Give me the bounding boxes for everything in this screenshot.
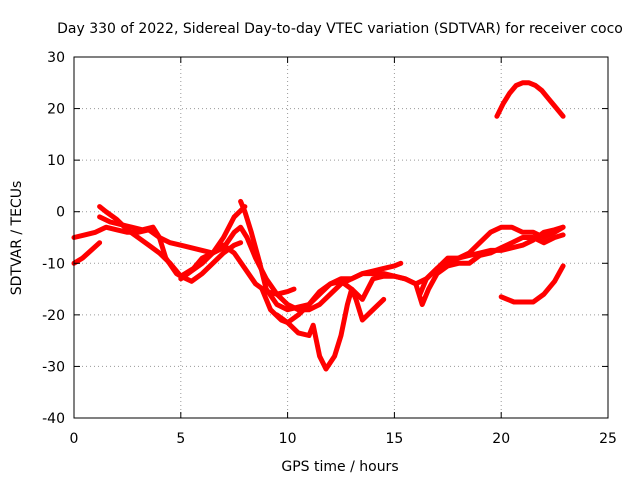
x-tick-label: 0 — [70, 431, 79, 447]
x-tick-label: 20 — [492, 431, 510, 447]
y-tick-label: 20 — [47, 102, 65, 118]
y-tick-label: -20 — [42, 308, 65, 324]
x-tick-label: 25 — [599, 431, 617, 447]
x-tick-label: 15 — [385, 431, 403, 447]
y-tick-label: 0 — [56, 205, 65, 221]
axis-ticks: 0 5 10 15 20 25 -40 -30 -20 -10 0 10 20 30 — [42, 50, 617, 447]
series-arc-11 — [498, 263, 566, 305]
series-group — [71, 80, 566, 372]
series-arc-8 — [274, 232, 566, 326]
y-tick-label: 30 — [47, 50, 65, 66]
y-tick-label: -10 — [42, 256, 65, 272]
x-axis-label: GPS time / hours — [281, 459, 398, 475]
y-tick-label: 10 — [47, 153, 65, 169]
series-arc-10 — [494, 80, 566, 119]
plot-border — [73, 56, 609, 419]
series-arc-2 — [71, 240, 103, 266]
x-tick-label: 10 — [279, 431, 297, 447]
y-tick-label: -30 — [42, 359, 65, 375]
grid — [74, 57, 608, 418]
y-tick-label: -40 — [42, 411, 65, 427]
x-tick-label: 5 — [176, 431, 185, 447]
chart-title: Day 330 of 2022, Sidereal Day-to-day VTE… — [57, 21, 623, 37]
y-axis-label: SDTVAR / TECUs — [9, 181, 25, 296]
series-arc-9 — [417, 224, 566, 297]
